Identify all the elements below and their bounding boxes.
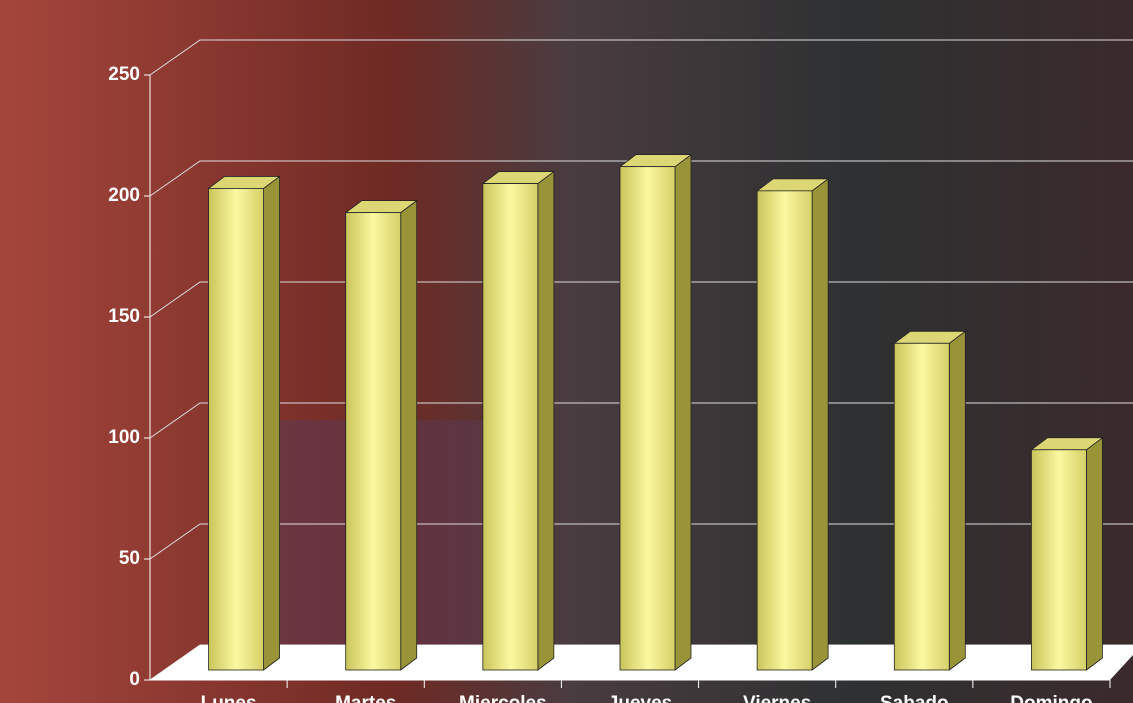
bar-side: [674, 153, 692, 671]
y-tick-label: 0: [129, 669, 140, 690]
bar-side: [811, 178, 829, 671]
grid-line: [149, 39, 1133, 76]
y-tick-label: 150: [108, 306, 140, 327]
bar: [481, 170, 556, 671]
bar: [755, 178, 830, 671]
bar-side: [263, 175, 280, 671]
x-tick-label: Martes: [335, 693, 396, 703]
bar-front: [893, 342, 950, 671]
bar-front: [619, 166, 676, 671]
bar: [1030, 436, 1104, 671]
bar: [618, 153, 693, 671]
x-tick-label: Sabado: [880, 693, 949, 703]
bars: [207, 153, 1104, 671]
bar-side: [1086, 436, 1103, 671]
bar-front: [482, 183, 539, 671]
bar: [893, 330, 967, 671]
bar-front: [756, 190, 813, 671]
grid-line: [149, 160, 1133, 197]
bar-side: [948, 330, 966, 671]
x-tick-label: Jueves: [608, 693, 672, 703]
bar-front: [345, 212, 402, 671]
x-tick-label: Lunes: [201, 693, 257, 703]
bar-side: [400, 199, 418, 671]
bar: [207, 175, 281, 671]
y-tick-label: 100: [108, 427, 140, 448]
bar-front: [1031, 449, 1087, 671]
bar-side: [537, 170, 555, 671]
y-tick-label: 250: [108, 64, 140, 85]
bar: [344, 199, 418, 671]
y-tick-label: 200: [108, 185, 140, 206]
bar-front: [208, 188, 264, 671]
y-tick-label: 50: [119, 548, 140, 569]
x-tick-label: Domingo: [1010, 693, 1092, 703]
x-tick-label: Viernes: [743, 693, 811, 703]
x-tick-label: Miercoles: [459, 693, 547, 703]
